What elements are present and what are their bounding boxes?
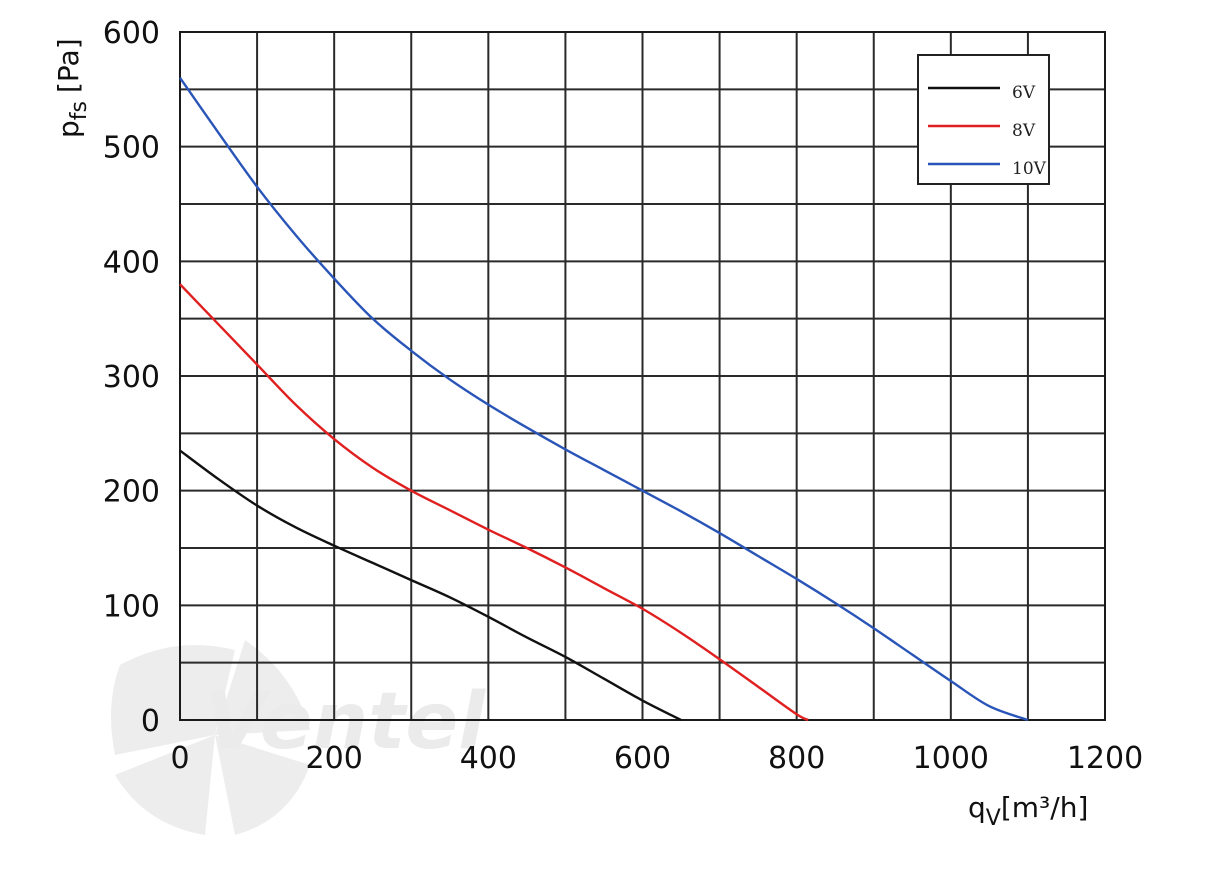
series-line-8V xyxy=(179,283,809,722)
x-tick-labels: 0 200 400 600 800 1000 1200 xyxy=(170,741,1143,776)
series-line-6V xyxy=(179,449,682,722)
x-tick-label: 1000 xyxy=(913,741,989,776)
x-tick-label: 1200 xyxy=(1067,741,1143,776)
x-tick-label: 0 xyxy=(170,741,189,776)
y-tick-label: 400 xyxy=(103,245,160,280)
legend-label-8V: 8V xyxy=(1012,121,1036,141)
y-axis-label-main: p xyxy=(52,120,85,138)
y-axis-label-sub: fs xyxy=(67,101,92,120)
x-tick-label: 800 xyxy=(768,741,825,776)
watermark-text: Ventel xyxy=(205,677,486,767)
y-tick-label: 200 xyxy=(103,475,160,510)
y-axis-label-unit: [Pa] xyxy=(52,38,85,93)
x-axis-label-unit: [m³/h] xyxy=(1001,791,1089,824)
series-lines xyxy=(179,77,1029,722)
series-line-10V xyxy=(179,77,1029,722)
y-tick-label: 0 xyxy=(141,704,160,739)
y-axis-label: pfs [Pa] xyxy=(52,38,92,138)
y-tick-label: 500 xyxy=(103,131,160,166)
y-tick-labels: 0 100 200 300 400 500 600 xyxy=(103,16,160,739)
legend-box xyxy=(917,54,1050,185)
x-tick-label: 600 xyxy=(614,741,671,776)
fan-icon xyxy=(111,640,310,835)
plot-frame xyxy=(179,31,1106,721)
y-tick-label: 300 xyxy=(103,360,160,395)
legend: 6V 8V 10V xyxy=(917,54,1050,185)
legend-label-6V: 6V xyxy=(1012,83,1036,103)
y-tick-label: 100 xyxy=(103,589,160,624)
x-tick-label: 400 xyxy=(460,741,517,776)
x-axis-label: qV[m³/h] xyxy=(968,791,1088,831)
x-axis-label-main: q xyxy=(968,791,986,824)
x-tick-label: 200 xyxy=(306,741,363,776)
x-axis-label-sub: V xyxy=(986,806,1001,831)
watermark: Ventel xyxy=(111,640,486,835)
y-tick-label: 600 xyxy=(103,16,160,51)
legend-label-10V: 10V xyxy=(1012,159,1047,179)
